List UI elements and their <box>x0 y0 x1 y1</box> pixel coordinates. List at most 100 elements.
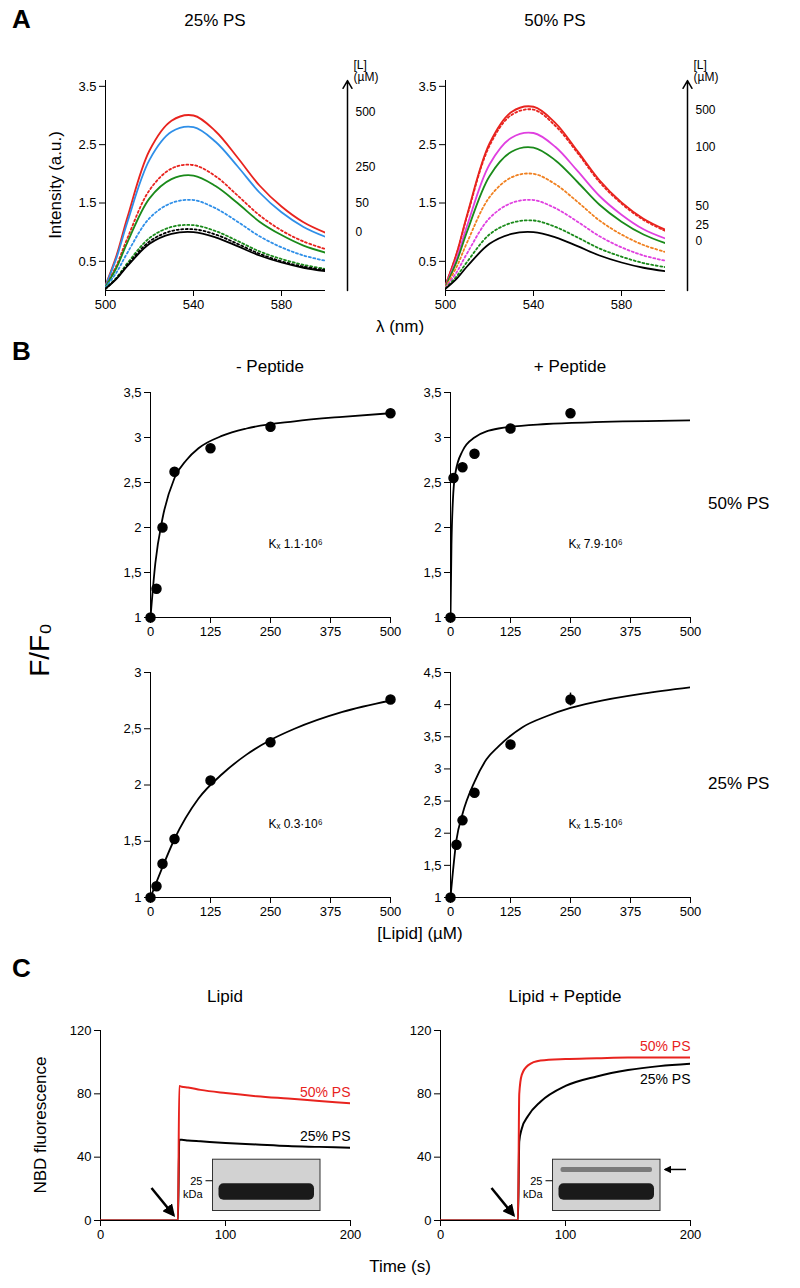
svg-text:500: 500 <box>680 624 702 639</box>
svg-text:4: 4 <box>434 697 441 712</box>
svg-text:250: 250 <box>560 624 582 639</box>
svg-text:2: 2 <box>434 520 441 535</box>
svg-text:1,5: 1,5 <box>423 858 441 873</box>
svg-text:80: 80 <box>77 1086 91 1101</box>
svg-text:[L](µM): [L](µM) <box>694 58 719 84</box>
svg-text:Kₓ 7.9·10⁶: Kₓ 7.9·10⁶ <box>568 537 622 551</box>
svg-text:125: 125 <box>200 624 222 639</box>
html-text:NBD fluorescence: NBD fluorescence <box>30 1056 50 1194</box>
svg-text:0.5: 0.5 <box>418 253 436 268</box>
svg-text:1: 1 <box>134 890 141 905</box>
svg-text:1: 1 <box>434 610 441 625</box>
svg-text:2: 2 <box>434 825 441 840</box>
svg-text:1,5: 1,5 <box>123 833 141 848</box>
svg-text:1,5: 1,5 <box>123 565 141 580</box>
svg-text:1.5: 1.5 <box>78 195 96 210</box>
svg-text:1: 1 <box>434 890 441 905</box>
svg-text:kDa: kDa <box>183 1188 203 1200</box>
svg-text:120: 120 <box>70 1023 92 1038</box>
svg-text:3,5: 3,5 <box>423 729 441 744</box>
svg-text:500: 500 <box>380 624 402 639</box>
svg-text:25% PS: 25% PS <box>300 1128 351 1144</box>
html-text:A: A <box>12 4 31 34</box>
svg-text:200: 200 <box>680 1227 702 1242</box>
svg-text:Kₓ 1.1·10⁶: Kₓ 1.1·10⁶ <box>268 537 322 551</box>
svg-text:500: 500 <box>356 105 376 119</box>
svg-text:0: 0 <box>356 225 363 239</box>
svg-text:100: 100 <box>696 140 716 154</box>
svg-text:50% PS: 50% PS <box>300 1084 351 1100</box>
svg-text:2,5: 2,5 <box>423 475 441 490</box>
svg-text:125: 125 <box>500 624 522 639</box>
svg-text:0: 0 <box>437 1227 444 1242</box>
svg-text:Kₓ 1.5·10⁶: Kₓ 1.5·10⁶ <box>568 817 622 831</box>
svg-text:3: 3 <box>134 665 141 680</box>
svg-text:1,5: 1,5 <box>423 565 441 580</box>
svg-text:0: 0 <box>447 904 454 919</box>
svg-text:2,5: 2,5 <box>123 475 141 490</box>
svg-text:40: 40 <box>417 1149 431 1164</box>
svg-text:0: 0 <box>447 624 454 639</box>
svg-text:500: 500 <box>680 904 702 919</box>
svg-text:80: 80 <box>417 1086 431 1101</box>
svg-text:250: 250 <box>260 624 282 639</box>
svg-text:25: 25 <box>190 1175 202 1187</box>
svg-text:2.5: 2.5 <box>418 137 436 152</box>
svg-text:2: 2 <box>134 777 141 792</box>
svg-text:25: 25 <box>696 218 710 232</box>
svg-text:1: 1 <box>134 610 141 625</box>
svg-text:50% PS: 50% PS <box>640 1038 691 1054</box>
svg-text:3: 3 <box>134 430 141 445</box>
svg-text:125: 125 <box>500 904 522 919</box>
svg-text:100: 100 <box>215 1227 237 1242</box>
svg-text:2,5: 2,5 <box>123 721 141 736</box>
svg-text:0: 0 <box>84 1213 91 1228</box>
svg-text:375: 375 <box>320 904 342 919</box>
svg-text:250: 250 <box>356 160 376 174</box>
svg-text:25: 25 <box>530 1175 542 1187</box>
svg-text:250: 250 <box>560 904 582 919</box>
html-text:Intensity (a.u.): Intensity (a.u.) <box>45 131 65 239</box>
svg-text:500: 500 <box>696 103 716 117</box>
svg-text:2,5: 2,5 <box>423 793 441 808</box>
svg-text:0: 0 <box>424 1213 431 1228</box>
svg-text:3.5: 3.5 <box>418 78 436 93</box>
svg-text:540: 540 <box>183 297 205 312</box>
svg-text:580: 580 <box>611 297 633 312</box>
svg-text:4,5: 4,5 <box>423 665 441 680</box>
svg-text:40: 40 <box>77 1149 91 1164</box>
svg-text:0: 0 <box>97 1227 104 1242</box>
svg-text:50: 50 <box>696 199 710 213</box>
svg-text:50: 50 <box>356 196 370 210</box>
svg-text:120: 120 <box>410 1023 432 1038</box>
svg-text:3,5: 3,5 <box>123 385 141 400</box>
svg-text:0: 0 <box>147 624 154 639</box>
svg-text:500: 500 <box>380 904 402 919</box>
svg-text:375: 375 <box>620 904 642 919</box>
svg-text:580: 580 <box>271 297 293 312</box>
svg-text:[L](µM): [L](µM) <box>354 58 379 84</box>
html-text:F/F₀: F/F₀ <box>24 623 55 677</box>
svg-text:25% PS: 25% PS <box>640 1071 691 1087</box>
svg-text:200: 200 <box>340 1227 362 1242</box>
svg-text:540: 540 <box>523 297 545 312</box>
svg-text:0.5: 0.5 <box>78 253 96 268</box>
svg-text:3,5: 3,5 <box>423 385 441 400</box>
svg-text:250: 250 <box>260 904 282 919</box>
svg-text:Kₓ 0.3·10⁶: Kₓ 0.3·10⁶ <box>268 817 322 831</box>
svg-text:375: 375 <box>620 624 642 639</box>
svg-text:100: 100 <box>555 1227 577 1242</box>
svg-text:3: 3 <box>434 761 441 776</box>
svg-text:0: 0 <box>147 904 154 919</box>
svg-text:3.5: 3.5 <box>78 78 96 93</box>
svg-text:500: 500 <box>95 297 117 312</box>
svg-text:0: 0 <box>696 234 703 248</box>
svg-text:kDa: kDa <box>523 1188 543 1200</box>
svg-text:2: 2 <box>134 520 141 535</box>
svg-text:1.5: 1.5 <box>418 195 436 210</box>
svg-text:375: 375 <box>320 624 342 639</box>
svg-text:125: 125 <box>200 904 222 919</box>
svg-text:500: 500 <box>435 297 457 312</box>
svg-text:3: 3 <box>434 430 441 445</box>
svg-text:2.5: 2.5 <box>78 137 96 152</box>
